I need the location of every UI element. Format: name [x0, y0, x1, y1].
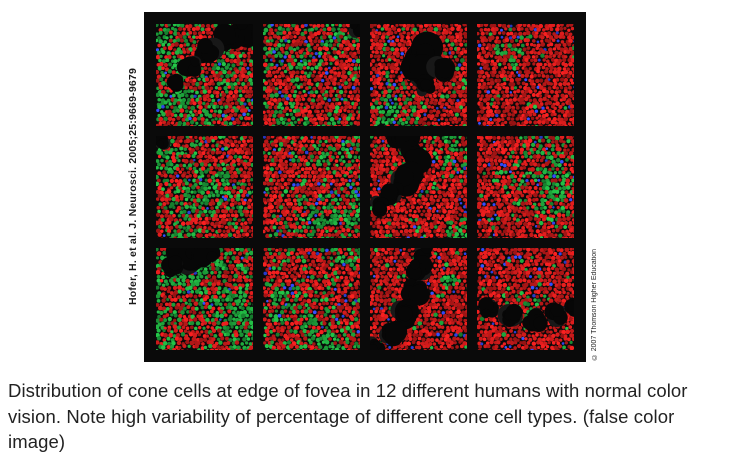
- figure-citation: Hofer, H. et al. J. Neurosci. 2005;25:96…: [127, 68, 139, 306]
- cone-mosaic-panel-8: [477, 136, 574, 238]
- cone-mosaic-panel-6: [263, 136, 360, 238]
- cone-mosaic-panel-9: [156, 248, 253, 350]
- cone-mosaic-panel-2: [263, 24, 360, 126]
- cone-mosaic-grid: [144, 12, 586, 362]
- cone-mosaic-panel-5: [156, 136, 253, 238]
- cone-mosaic-panel-1: [156, 24, 253, 126]
- cone-mosaic-panel-7: [370, 136, 467, 238]
- figure-citation-column: Hofer, H. et al. J. Neurosci. 2005;25:96…: [122, 12, 144, 362]
- cone-mosaic-panel-11: [370, 248, 467, 350]
- figure-caption: Distribution of cone cells at edge of fo…: [8, 380, 688, 453]
- cone-mosaic-panel-12: [477, 248, 574, 350]
- figure: Hofer, H. et al. J. Neurosci. 2005;25:96…: [122, 12, 602, 362]
- figure-copyright-column: © 2007 Thomson Higher Education: [586, 12, 602, 362]
- cone-mosaic-panel-10: [263, 248, 360, 350]
- cone-mosaic-panel-3: [370, 24, 467, 126]
- figure-copyright: © 2007 Thomson Higher Education: [590, 248, 598, 360]
- cone-mosaic-panel-4: [477, 24, 574, 126]
